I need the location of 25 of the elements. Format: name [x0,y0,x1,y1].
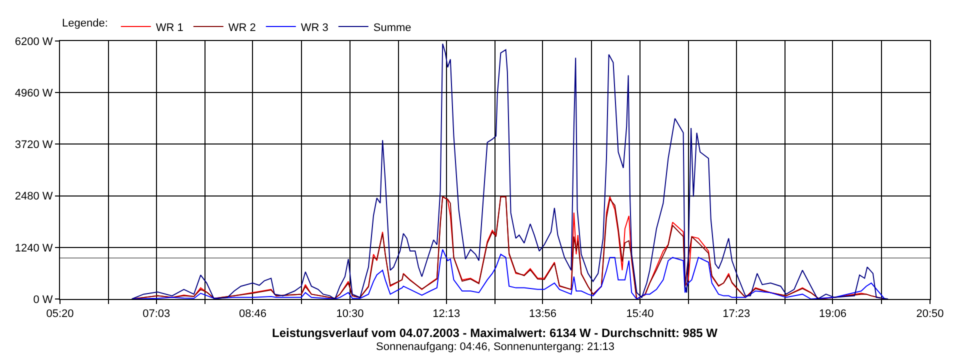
text: Leistungsverlauf vom 04.07.2003 - Maximalwert: 6134 W - Durchschnitt: 985 W [272,326,718,340]
x-tick-label: 19:06 [818,308,846,320]
x-tick-label: 17:23 [722,308,750,320]
legend-label: Summe [373,22,412,34]
x-tick-label: 05:20 [46,308,74,320]
line-series [131,248,886,299]
x-tick-label: 12:13 [432,308,460,320]
x-tick-label: 08:46 [238,308,266,320]
x-tick-label: 07:03 [142,308,170,320]
legend-label: WR 1 [156,22,184,34]
text: Sonnenaufgang: 04:46, Sonnenuntergang: 21:13 [376,341,615,353]
legend-label: WR 3 [300,22,328,34]
y-tick-label: 3720 W [14,139,54,152]
line-series [131,43,889,299]
x-tick-label: 10:30 [336,308,364,320]
x-tick-label: 15:40 [626,308,654,320]
y-tick-label: 2480 W [14,190,54,203]
y-tick-label: 4960 W [14,87,54,100]
y-tick-label: 1240 W [14,242,54,254]
legend-label: WR 2 [228,22,256,34]
x-tick-label: 20:50 [916,308,944,320]
y-tick-label: 0 W [33,294,54,306]
y-tick-label: 6200 W [14,36,54,48]
legend-title: Legende: [62,17,108,30]
x-tick-label: 13:56 [528,308,556,320]
